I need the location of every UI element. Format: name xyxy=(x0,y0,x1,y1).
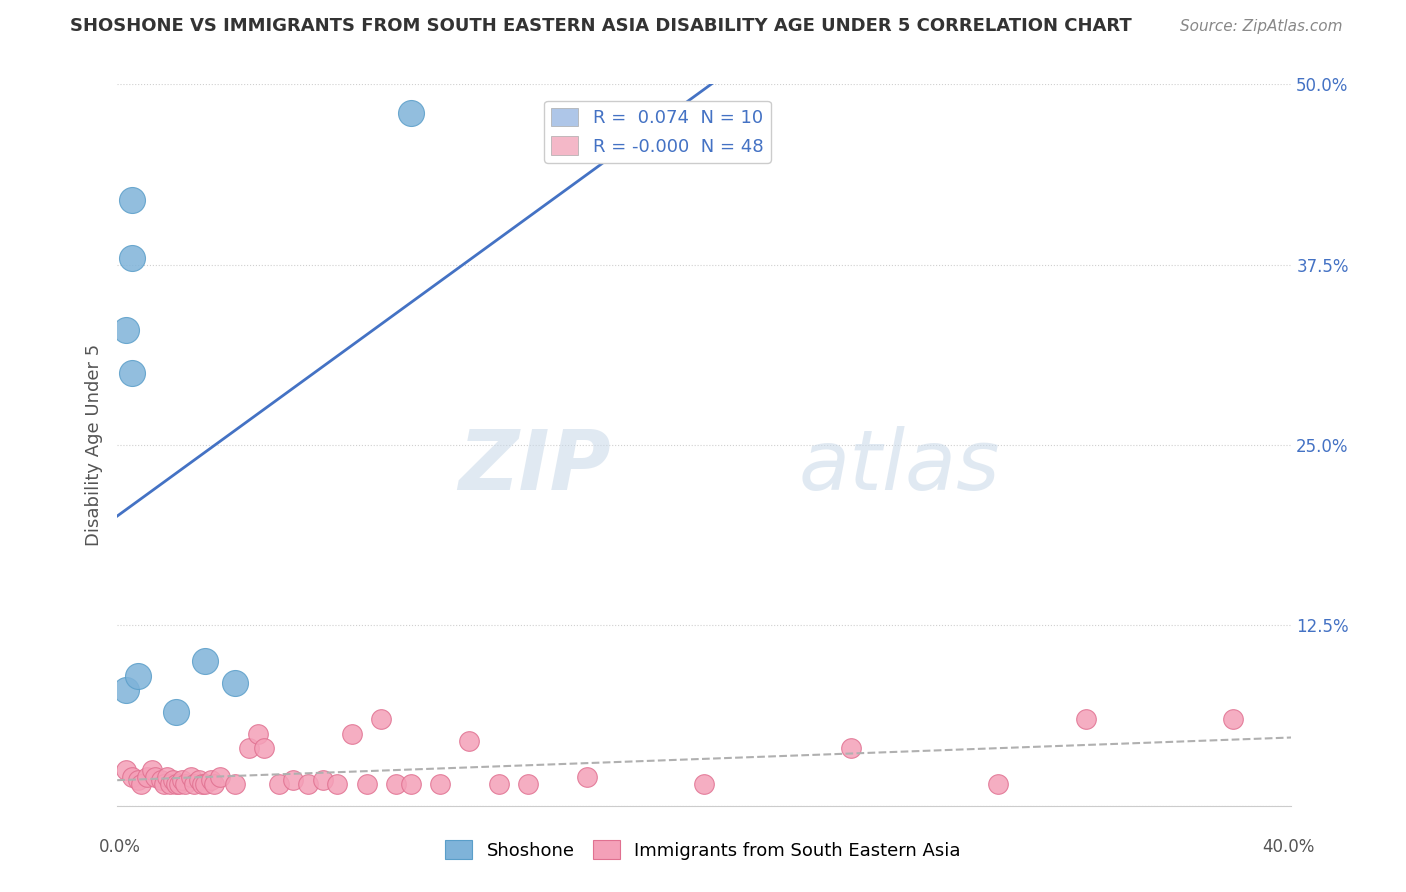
Point xyxy=(115,763,138,777)
Point xyxy=(188,772,211,787)
Point xyxy=(326,777,349,791)
Point xyxy=(517,777,540,791)
Point xyxy=(340,726,363,740)
Point xyxy=(183,777,205,791)
Point xyxy=(141,763,163,777)
Point xyxy=(162,772,184,787)
Point xyxy=(283,772,305,787)
Point xyxy=(247,726,270,740)
Point xyxy=(224,777,246,791)
Point xyxy=(153,777,176,791)
Point xyxy=(693,777,716,791)
Point xyxy=(170,772,193,787)
Point xyxy=(297,777,319,791)
Point xyxy=(135,770,157,784)
Point xyxy=(150,772,173,787)
Point xyxy=(356,777,378,791)
Point xyxy=(224,676,246,690)
Point xyxy=(121,251,143,265)
Legend: R =  0.074  N = 10, R = -0.000  N = 48: R = 0.074 N = 10, R = -0.000 N = 48 xyxy=(544,101,770,163)
Point xyxy=(127,772,149,787)
Point xyxy=(385,777,408,791)
Point xyxy=(191,777,214,791)
Point xyxy=(200,772,222,787)
Point xyxy=(121,770,143,784)
Point xyxy=(115,683,138,698)
Text: Source: ZipAtlas.com: Source: ZipAtlas.com xyxy=(1180,20,1343,34)
Point xyxy=(458,733,481,747)
Point xyxy=(311,772,333,787)
Point xyxy=(165,777,187,791)
Point xyxy=(194,654,217,668)
Point xyxy=(156,770,179,784)
Point xyxy=(399,106,422,120)
Point xyxy=(121,193,143,207)
Point xyxy=(129,777,152,791)
Point xyxy=(115,323,138,337)
Point xyxy=(167,777,190,791)
Point xyxy=(370,712,392,726)
Text: SHOSHONE VS IMMIGRANTS FROM SOUTH EASTERN ASIA DISABILITY AGE UNDER 5 CORRELATIO: SHOSHONE VS IMMIGRANTS FROM SOUTH EASTER… xyxy=(70,17,1132,35)
Point xyxy=(165,705,187,719)
Text: ZIP: ZIP xyxy=(458,426,610,508)
Point xyxy=(1222,712,1244,726)
Point xyxy=(159,777,181,791)
Point xyxy=(399,777,422,791)
Legend: Shoshone, Immigrants from South Eastern Asia: Shoshone, Immigrants from South Eastern … xyxy=(439,833,967,867)
Point xyxy=(121,366,143,380)
Point xyxy=(127,669,149,683)
Point xyxy=(488,777,510,791)
Text: atlas: atlas xyxy=(799,426,1000,508)
Point xyxy=(143,770,166,784)
Point xyxy=(429,777,451,791)
Point xyxy=(194,777,217,791)
Point xyxy=(987,777,1010,791)
Point xyxy=(202,777,225,791)
Point xyxy=(208,770,231,784)
Text: 0.0%: 0.0% xyxy=(98,838,141,855)
Point xyxy=(180,770,202,784)
Point xyxy=(839,741,862,756)
Point xyxy=(253,741,276,756)
Point xyxy=(575,770,598,784)
Y-axis label: Disability Age Under 5: Disability Age Under 5 xyxy=(86,344,103,546)
Point xyxy=(267,777,290,791)
Point xyxy=(238,741,260,756)
Point xyxy=(1074,712,1097,726)
Point xyxy=(173,777,195,791)
Text: 40.0%: 40.0% xyxy=(1263,838,1315,855)
